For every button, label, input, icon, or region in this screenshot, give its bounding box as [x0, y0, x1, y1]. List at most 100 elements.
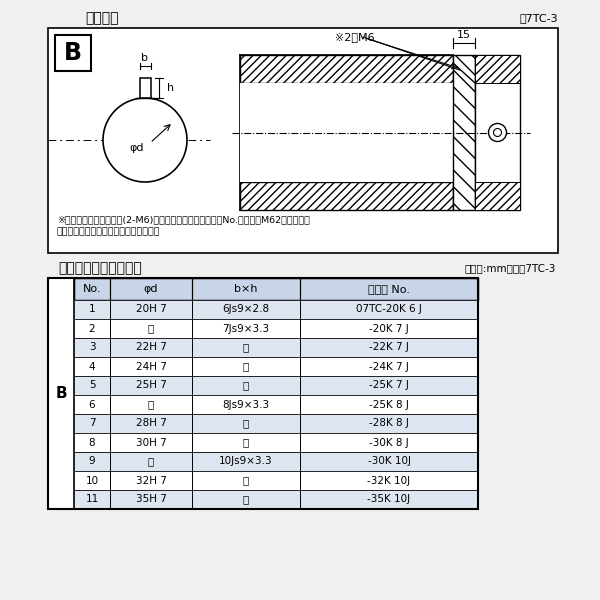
Text: コード No.: コード No.: [368, 284, 410, 294]
Bar: [475, 55, 520, 83]
Bar: [300, 395, 478, 414]
Text: 10Js9×3.3: 10Js9×3.3: [219, 457, 273, 467]
Text: B: B: [55, 386, 67, 401]
Text: -32K 10J: -32K 10J: [367, 475, 410, 485]
Text: 9: 9: [89, 457, 95, 467]
Bar: [74, 376, 478, 395]
Text: 7Js9×3.3: 7Js9×3.3: [223, 323, 269, 334]
Text: 8Js9×3.3: 8Js9×3.3: [223, 400, 269, 409]
Text: φd: φd: [130, 143, 144, 153]
Bar: [300, 278, 478, 300]
Text: 6: 6: [89, 400, 95, 409]
Text: -35K 10J: -35K 10J: [367, 494, 410, 505]
Bar: [74, 278, 478, 300]
Text: 2: 2: [89, 323, 95, 334]
Text: 22H 7: 22H 7: [136, 343, 166, 352]
Bar: [74, 490, 110, 509]
Text: 6Js9×2.8: 6Js9×2.8: [223, 304, 269, 314]
Bar: [192, 414, 300, 433]
Bar: [74, 490, 478, 509]
Bar: [74, 357, 110, 376]
Text: 15: 15: [457, 30, 471, 40]
Text: 軸穴形状コードー覧表: 軸穴形状コードー覧表: [58, 261, 142, 275]
Bar: [74, 357, 478, 376]
Text: 11: 11: [85, 494, 98, 505]
Bar: [74, 300, 110, 319]
Bar: [74, 433, 110, 452]
Bar: [192, 452, 300, 471]
Text: （単位:mm）　表7TC-3: （単位:mm） 表7TC-3: [464, 263, 556, 273]
Bar: [110, 490, 192, 509]
Text: B: B: [64, 41, 82, 65]
Bar: [300, 414, 478, 433]
Bar: [110, 278, 192, 300]
Bar: [300, 376, 478, 395]
Bar: [74, 414, 110, 433]
Bar: [74, 452, 478, 471]
Text: b×h: b×h: [234, 284, 258, 294]
Bar: [300, 338, 478, 357]
Bar: [240, 55, 453, 83]
Text: 〃: 〃: [243, 343, 249, 352]
Text: 24H 7: 24H 7: [136, 361, 166, 371]
Bar: [475, 55, 520, 210]
Text: 〃: 〃: [243, 380, 249, 391]
Text: 07TC-20K 6 J: 07TC-20K 6 J: [356, 304, 422, 314]
Bar: [240, 182, 453, 210]
Text: 4: 4: [89, 361, 95, 371]
Bar: [300, 433, 478, 452]
Bar: [139, 78, 151, 98]
Bar: [110, 452, 192, 471]
Text: 8: 8: [89, 437, 95, 448]
Text: -20K 7 J: -20K 7 J: [369, 323, 409, 334]
Text: ※2－M6: ※2－M6: [335, 32, 374, 42]
Text: 5: 5: [89, 380, 95, 391]
Text: No.: No.: [83, 284, 101, 294]
Bar: [453, 55, 475, 210]
Bar: [74, 452, 110, 471]
Text: 軸穴形状: 軸穴形状: [85, 11, 119, 25]
Text: -30K 8 J: -30K 8 J: [369, 437, 409, 448]
Bar: [192, 357, 300, 376]
Bar: [192, 278, 300, 300]
Circle shape: [493, 128, 502, 136]
Bar: [110, 357, 192, 376]
Text: -25K 8 J: -25K 8 J: [369, 400, 409, 409]
Text: -28K 8 J: -28K 8 J: [369, 419, 409, 428]
Text: （セットボルトは付属されています。）: （セットボルトは付属されています。）: [57, 227, 161, 236]
Circle shape: [103, 98, 187, 182]
Text: 図7TC-3: 図7TC-3: [520, 13, 558, 23]
Text: 30H 7: 30H 7: [136, 437, 166, 448]
Text: 1: 1: [89, 304, 95, 314]
Text: -25K 7 J: -25K 7 J: [369, 380, 409, 391]
Bar: [74, 395, 478, 414]
Bar: [110, 319, 192, 338]
Bar: [192, 471, 300, 490]
Bar: [300, 319, 478, 338]
Bar: [74, 395, 110, 414]
Bar: [300, 490, 478, 509]
Bar: [110, 395, 192, 414]
Bar: [74, 278, 110, 300]
Bar: [74, 338, 478, 357]
Bar: [110, 414, 192, 433]
Bar: [300, 357, 478, 376]
Bar: [110, 338, 192, 357]
Bar: [74, 338, 110, 357]
Text: 7: 7: [89, 419, 95, 428]
Bar: [192, 338, 300, 357]
Bar: [240, 83, 453, 182]
Bar: [192, 395, 300, 414]
Bar: [74, 414, 478, 433]
Bar: [74, 471, 478, 490]
Bar: [192, 433, 300, 452]
Text: 〃: 〃: [243, 361, 249, 371]
Text: 〃: 〃: [243, 475, 249, 485]
Bar: [192, 490, 300, 509]
Text: 10: 10: [85, 475, 98, 485]
Bar: [110, 471, 192, 490]
Text: -24K 7 J: -24K 7 J: [369, 361, 409, 371]
Bar: [110, 376, 192, 395]
Bar: [110, 300, 192, 319]
Bar: [192, 300, 300, 319]
